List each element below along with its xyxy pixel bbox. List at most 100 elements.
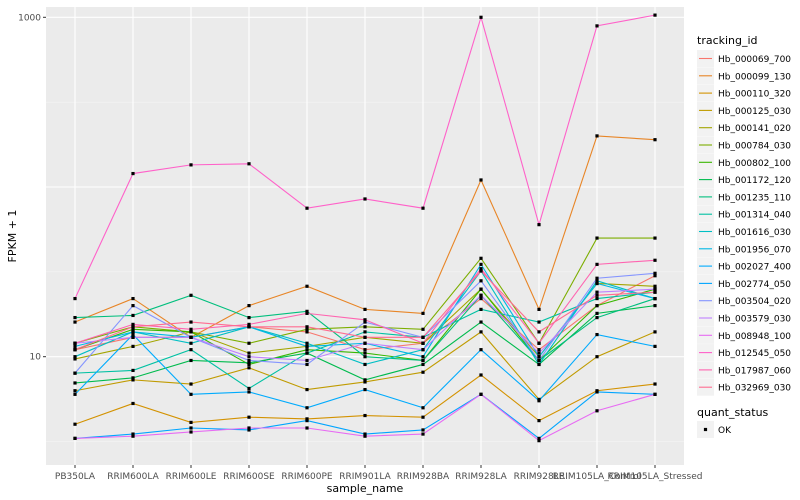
points-layer: [73, 13, 657, 443]
data-point: [305, 387, 309, 392]
shape-legend-marker: [703, 427, 708, 432]
data-point: [131, 378, 135, 382]
data-point: [537, 330, 541, 334]
data-point: [305, 426, 309, 430]
data-point: [595, 134, 599, 138]
data-point: [131, 313, 135, 318]
data-point: [595, 276, 599, 280]
data-point: [247, 355, 251, 359]
data-point: [479, 256, 483, 260]
y-axis-title: FPKM + 1: [6, 210, 19, 263]
data-point: [305, 351, 309, 355]
legend-label: Hb_000099_130: [718, 72, 791, 82]
data-point: [247, 325, 251, 329]
data-point: [363, 432, 367, 436]
data-point: [131, 401, 135, 406]
data-point: [421, 362, 425, 367]
data-point: [479, 262, 483, 266]
data-point: [595, 311, 599, 315]
data-point: [305, 348, 309, 352]
data-point: [189, 327, 193, 331]
data-point: [363, 330, 367, 334]
data-point: [363, 320, 367, 324]
data-point: [537, 351, 541, 355]
data-point: [421, 432, 425, 436]
data-point: [653, 274, 657, 278]
x-tick-label: RRIM105LA_Stressed: [608, 472, 703, 482]
data-point: [363, 351, 367, 355]
data-point: [653, 330, 657, 334]
data-point: [479, 178, 483, 182]
data-point: [131, 368, 135, 373]
data-point: [363, 434, 367, 438]
legend-label: Hb_012545_050: [718, 349, 791, 359]
data-point: [305, 325, 309, 329]
legend-label: Hb_001314_040: [718, 211, 791, 221]
data-point: [479, 287, 483, 291]
data-point: [363, 355, 367, 359]
data-point: [653, 258, 657, 262]
data-point: [189, 335, 193, 339]
data-point: [421, 335, 425, 339]
data-point: [189, 392, 193, 396]
data-point: [595, 409, 599, 413]
data-point: [595, 390, 599, 394]
data-point: [305, 344, 309, 348]
legend-label: Hb_002027_400: [718, 263, 791, 273]
data-point: [479, 267, 483, 271]
data-point: [189, 163, 193, 167]
data-point: [131, 432, 135, 436]
data-point: [421, 406, 425, 410]
data-point: [247, 162, 251, 166]
data-point: [653, 296, 657, 301]
data-point: [247, 426, 251, 430]
data-point: [537, 436, 541, 440]
data-point: [653, 304, 657, 308]
data-point: [73, 355, 77, 359]
legend-label: Hb_001235_110: [718, 193, 791, 203]
data-point: [247, 386, 251, 391]
data-point: [363, 348, 367, 352]
data-point: [363, 197, 367, 201]
data-point: [595, 236, 599, 240]
data-point: [653, 271, 657, 275]
data-point: [421, 428, 425, 432]
data-point: [479, 373, 483, 377]
legend-label: Hb_003504_020: [718, 297, 791, 307]
legend-label: Hb_000802_100: [718, 159, 791, 169]
y-tick-label: 1000: [18, 13, 41, 23]
legend-label: Hb_001956_070: [718, 245, 791, 255]
data-point: [595, 24, 599, 28]
legend-label: Hb_003579_030: [718, 315, 791, 325]
legend-label: Hb_000110_320: [718, 90, 791, 100]
data-point: [189, 426, 193, 430]
data-point: [479, 293, 483, 297]
y-tick-label: 10: [30, 353, 42, 363]
data-point: [537, 399, 541, 403]
x-tick-label: RRIM928LA: [455, 472, 507, 482]
data-point: [479, 348, 483, 352]
data-point: [479, 307, 483, 311]
data-point: [131, 434, 135, 438]
data-point: [421, 355, 425, 359]
data-point: [653, 287, 657, 291]
data-point: [73, 389, 77, 393]
data-point: [537, 358, 541, 363]
data-point: [653, 138, 657, 142]
data-point: [363, 335, 367, 339]
data-point: [247, 351, 251, 355]
data-point: [131, 304, 135, 308]
x-tick-label: RRIM600LA: [107, 472, 159, 482]
data-point: [363, 318, 367, 322]
data-point: [537, 355, 541, 359]
data-point: [189, 293, 193, 297]
legend-label: Hb_000784_030: [718, 142, 791, 152]
data-point: [73, 422, 77, 426]
x-tick-label: RRIM928BA: [397, 472, 450, 482]
data-point: [653, 344, 657, 348]
data-point: [305, 417, 309, 421]
data-point: [363, 307, 367, 311]
data-point: [131, 296, 135, 301]
x-tick-label: RRIM928LE: [514, 472, 565, 482]
x-tick-label: RRIM600PE: [281, 472, 333, 482]
